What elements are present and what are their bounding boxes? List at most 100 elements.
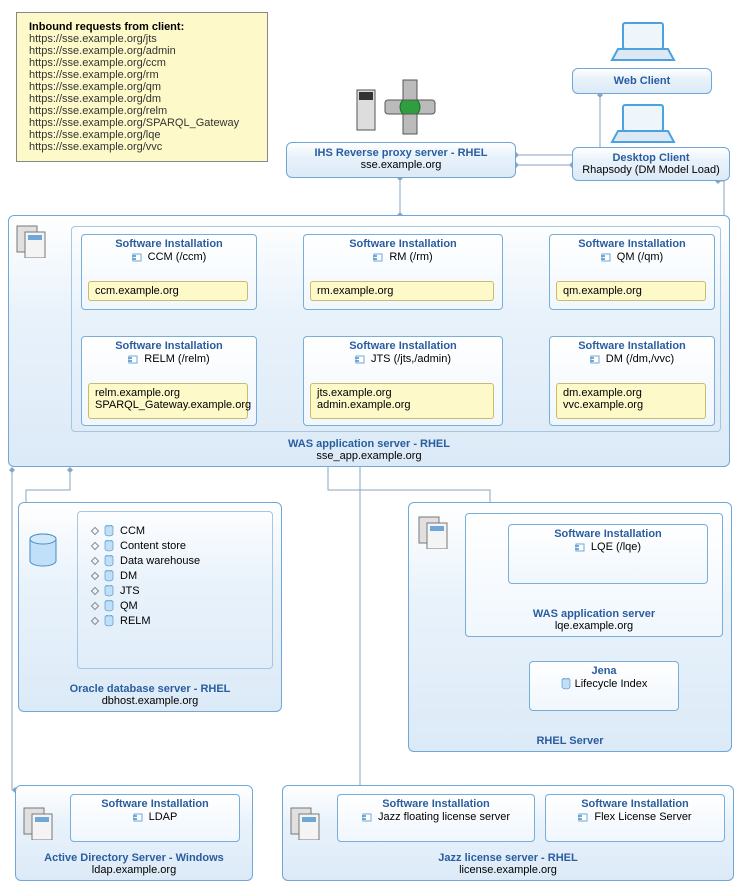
ad-title: Active Directory Server - Windows bbox=[16, 852, 252, 864]
desktop-title: Desktop Client bbox=[573, 148, 729, 164]
db-name: JTS bbox=[120, 585, 140, 597]
app-sub: RM (/rm) bbox=[389, 251, 432, 263]
server-icon bbox=[289, 804, 325, 840]
db-cyl-icon bbox=[104, 525, 114, 537]
component-icon bbox=[590, 353, 602, 365]
component-icon bbox=[362, 811, 374, 823]
laptop-icon bbox=[608, 18, 678, 68]
ad-host: ldap.example.org bbox=[16, 864, 252, 876]
app-title: Software Installation bbox=[550, 235, 714, 251]
inbound-note: Inbound requests from client: https://ss… bbox=[16, 12, 268, 162]
app-host: jts.example.org bbox=[317, 387, 487, 399]
db-cyl-icon bbox=[104, 555, 114, 567]
app-host: qm.example.org bbox=[556, 281, 706, 301]
db-name: Data warehouse bbox=[120, 555, 200, 567]
app-host2: admin.example.org bbox=[317, 399, 487, 411]
component-icon bbox=[355, 353, 367, 365]
app-sub: RELM (/relm) bbox=[144, 353, 209, 365]
proxy-host: sse.example.org bbox=[287, 159, 515, 175]
server-icon bbox=[15, 222, 51, 258]
note-line: https://sse.example.org/jts bbox=[29, 33, 255, 45]
note-line: https://sse.example.org/SPARQL_Gateway bbox=[29, 117, 255, 129]
desktop-sub: Rhapsody (DM Model Load) bbox=[573, 164, 729, 180]
app-lqe: Software Installation LQE (/lqe) bbox=[508, 524, 708, 584]
jena-sub: Lifecycle Index bbox=[575, 678, 648, 690]
app-flex-license: Software Installation Flex License Serve… bbox=[545, 794, 725, 842]
db-row: Content store bbox=[92, 540, 200, 552]
db-row: RELM bbox=[92, 615, 200, 627]
laptop-icon bbox=[608, 100, 678, 150]
db-cyl-icon bbox=[104, 600, 114, 612]
db-row: CCM bbox=[92, 525, 200, 537]
note-line: https://sse.example.org/rm bbox=[29, 69, 255, 81]
app-sub: JTS (/jts,/admin) bbox=[371, 353, 451, 365]
app-host: dm.example.org bbox=[563, 387, 699, 399]
db-name: RELM bbox=[120, 615, 151, 627]
proxy-node: IHS Reverse proxy server - RHEL sse.exam… bbox=[286, 142, 516, 178]
app-title: Software Installation bbox=[71, 795, 239, 811]
app-host: ccm.example.org bbox=[88, 281, 248, 301]
db-list: CCM Content store Data warehouse DM JTS … bbox=[92, 522, 200, 630]
app-sub: DM (/dm,/vvc) bbox=[606, 353, 674, 365]
component-icon bbox=[575, 541, 587, 553]
app-host: rm.example.org bbox=[310, 281, 494, 301]
was-title: WAS application server - RHEL bbox=[9, 438, 729, 450]
component-icon bbox=[128, 353, 140, 365]
oracle-host: dbhost.example.org bbox=[19, 695, 281, 707]
note-line: https://sse.example.org/relm bbox=[29, 105, 255, 117]
app-sub: Jazz floating license server bbox=[378, 811, 510, 823]
component-icon bbox=[578, 811, 590, 823]
db-cyl-icon bbox=[104, 615, 114, 627]
app-sub: LDAP bbox=[149, 811, 178, 823]
oracle-node: CCM Content store Data warehouse DM JTS … bbox=[18, 502, 282, 712]
app-sub: QM (/qm) bbox=[617, 251, 663, 263]
db-name: DM bbox=[120, 570, 137, 582]
component-icon bbox=[601, 251, 613, 263]
component-icon bbox=[133, 811, 145, 823]
diagram-canvas: Inbound requests from client: https://ss… bbox=[0, 0, 754, 891]
web-client-node: Web Client bbox=[572, 68, 712, 94]
was-lqe-node: Software Installation LQE (/lqe) WAS app… bbox=[465, 513, 723, 637]
web-client-label: Web Client bbox=[573, 69, 711, 93]
was-host: sse_app.example.org bbox=[9, 450, 729, 462]
db-cyl-icon bbox=[104, 585, 114, 597]
db-row: DM bbox=[92, 570, 200, 582]
app-jts: Software Installation JTS (/jts,/admin) … bbox=[303, 336, 503, 426]
component-icon bbox=[132, 251, 144, 263]
server-icon bbox=[22, 804, 58, 840]
database-icon bbox=[27, 533, 59, 573]
app-rm: Software Installation RM (/rm) rm.exampl… bbox=[303, 234, 503, 310]
license-title: Jazz license server - RHEL bbox=[283, 852, 733, 864]
app-title: Software Installation bbox=[338, 795, 534, 811]
license-node: Software Installation Jazz floating lice… bbox=[282, 785, 734, 881]
db-name: CCM bbox=[120, 525, 145, 537]
note-line: https://sse.example.org/lqe bbox=[29, 129, 255, 141]
app-host-box: jts.example.org admin.example.org bbox=[310, 383, 494, 419]
app-title: Software Installation bbox=[546, 795, 724, 811]
app-title: Software Installation bbox=[82, 337, 256, 353]
note-line: https://sse.example.org/dm bbox=[29, 93, 255, 105]
oracle-title: Oracle database server - RHEL bbox=[19, 683, 281, 695]
note-title: Inbound requests from client: bbox=[29, 21, 184, 33]
db-row: Data warehouse bbox=[92, 555, 200, 567]
app-host-box: dm.example.org vvc.example.org bbox=[556, 383, 706, 419]
was-lqe-title: WAS application server bbox=[466, 608, 722, 620]
note-line: https://sse.example.org/vvc bbox=[29, 141, 255, 153]
db-row: QM bbox=[92, 600, 200, 612]
was-lqe-host: lqe.example.org bbox=[466, 620, 722, 632]
proxy-title: IHS Reverse proxy server - RHEL bbox=[287, 143, 515, 159]
app-ldap: Software Installation LDAP bbox=[70, 794, 240, 842]
app-sub: Flex License Server bbox=[594, 811, 691, 823]
note-line: https://sse.example.org/ccm bbox=[29, 57, 255, 69]
app-sub: LQE (/lqe) bbox=[591, 541, 641, 553]
note-line: https://sse.example.org/admin bbox=[29, 45, 255, 57]
license-host: license.example.org bbox=[283, 864, 733, 876]
app-relm: Software Installation RELM (/relm) relm.… bbox=[81, 336, 257, 426]
rhel-server-node: Software Installation LQE (/lqe) WAS app… bbox=[408, 502, 732, 752]
ad-node: Software Installation LDAP Active Direct… bbox=[15, 785, 253, 881]
app-title: Software Installation bbox=[304, 235, 502, 251]
app-host-box: relm.example.org SPARQL_Gateway.example.… bbox=[88, 383, 248, 419]
jena-title: Jena bbox=[530, 662, 678, 678]
db-name: Content store bbox=[120, 540, 186, 552]
note-line: https://sse.example.org/qm bbox=[29, 81, 255, 93]
